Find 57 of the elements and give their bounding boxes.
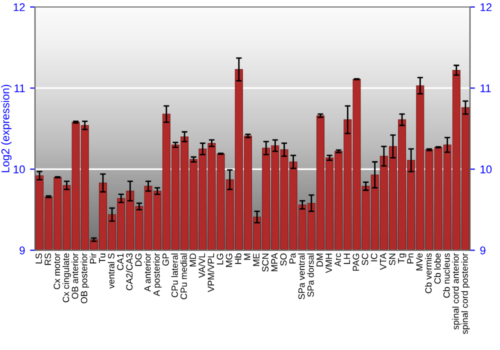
x-tick-label: Pa	[289, 253, 296, 264]
x-tick-label: VA/VL	[198, 253, 206, 278]
x-tick-label: Cb nucleus	[443, 253, 450, 298]
x-tick-label: CPu lateral	[171, 254, 178, 298]
x-tick-label: SN	[389, 254, 396, 266]
x-tick-label: GP	[162, 254, 169, 266]
x-tick-label: VPM/VPL	[208, 253, 214, 292]
x-tick-label: spinal cord anterior	[452, 253, 461, 330]
x-tick-label: SC	[362, 253, 368, 266]
x-tick-label: LG	[216, 254, 224, 264]
x-tick-label: ventral S	[108, 253, 114, 289]
x-tick-label: OB anterior	[72, 253, 78, 299]
x-tick-label: MD	[190, 253, 196, 266]
x-tick-label: Cx cingulate	[62, 253, 71, 302]
x-tick-label: SCN	[262, 254, 269, 272]
x-tick-label: DM	[316, 254, 323, 266]
y-tick-label: 10	[14, 165, 25, 174]
x-tick-label: SO	[280, 253, 287, 266]
x-tick-label: MG	[226, 254, 232, 267]
y-tick-label: 9	[20, 246, 25, 254]
x-tick-label: A posterior	[153, 253, 162, 296]
x-tick-label: Pn	[407, 254, 414, 264]
x-tick-label: spinal cord posterior	[461, 253, 470, 334]
x-tick-label: SPa dorsal	[307, 254, 314, 297]
x-tick-label: A anterior	[144, 253, 151, 292]
x-tick-label: Cx motor	[54, 253, 60, 290]
x-tick-label: DG	[135, 254, 142, 266]
x-tick-label: ME	[253, 253, 260, 266]
x-tick-label: Tg	[398, 254, 406, 264]
x-tick-label: Hb	[234, 253, 242, 264]
y2-tick-label: 12	[480, 3, 492, 12]
x-tick-label: SPa ventral	[298, 254, 305, 300]
x-tick-label: CA1	[117, 253, 124, 270]
x-tick-label: CPu medial	[180, 254, 187, 300]
y2-tick-label: 9	[480, 246, 486, 254]
x-tick-label: MPA	[271, 253, 278, 272]
x-tick-label: Pir	[90, 253, 96, 264]
x-tick-label: MVe	[416, 253, 423, 270]
x-tick-label: VMH	[326, 254, 332, 274]
x-tick-label: Cb lobe	[434, 253, 441, 284]
x-tick-label: M	[244, 254, 250, 260]
x-tick-label: PAG	[352, 254, 360, 271]
x-tick-label: LH	[344, 254, 350, 264]
x-tick-label: Cb vermis	[425, 253, 432, 294]
y2-tick-label: 11	[480, 84, 491, 92]
y-axis-title: Log2 (expression)	[1, 84, 12, 172]
x-tick-label: LS	[36, 253, 42, 264]
x-tick-label: Tu	[99, 254, 106, 264]
x-tick-label: VTA	[380, 253, 386, 270]
y2-tick-label: 10	[480, 165, 492, 174]
x-tick-label: RS	[44, 253, 52, 265]
y-tick-label: 12	[14, 3, 25, 12]
y-tick-label: 11	[14, 84, 25, 92]
x-tick-label: IC	[370, 253, 378, 262]
x-tick-label: OB posterior	[80, 253, 90, 304]
x-tick-label: Arc	[334, 253, 342, 267]
x-tick-label: CA2/CA3	[126, 253, 133, 290]
